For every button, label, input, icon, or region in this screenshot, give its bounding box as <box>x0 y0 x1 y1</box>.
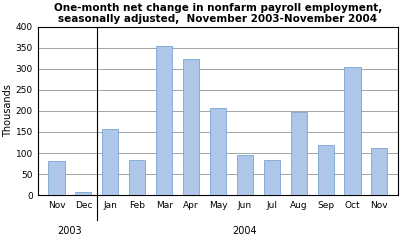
Bar <box>237 155 253 195</box>
Bar <box>129 160 145 195</box>
Bar <box>291 112 307 195</box>
Text: 2003: 2003 <box>58 226 82 236</box>
Bar <box>210 108 226 195</box>
Bar <box>264 160 280 195</box>
Text: 2004: 2004 <box>233 226 257 236</box>
Bar <box>49 161 65 195</box>
Bar <box>344 67 360 195</box>
Bar <box>102 129 118 195</box>
Bar <box>75 192 91 195</box>
Y-axis label: Thousands: Thousands <box>3 84 13 137</box>
Title: One-month net change in nonfarm payroll employment,
seasonally adjusted,  Novemb: One-month net change in nonfarm payroll … <box>54 3 382 24</box>
Bar <box>371 148 387 195</box>
Bar <box>156 46 172 195</box>
Bar <box>183 59 199 195</box>
Bar <box>318 145 334 195</box>
